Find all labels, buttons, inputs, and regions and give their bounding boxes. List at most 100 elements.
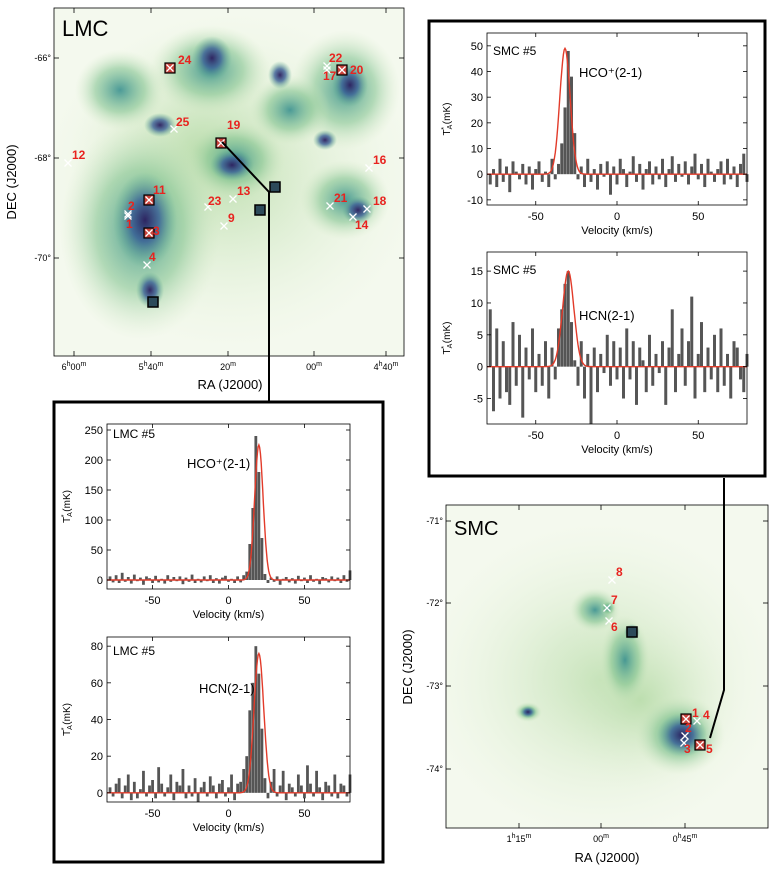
spectrum-bar: [683, 366, 687, 386]
spectrum-bar: [501, 174, 505, 182]
smc-source-7: 7: [603, 593, 618, 612]
lmc-source-12: 12: [64, 148, 86, 167]
lmc-source-marker: [143, 261, 151, 269]
spectrum-bar: [221, 780, 224, 793]
spectrum-bar: [534, 169, 538, 175]
lmc-source-23: 23: [204, 194, 222, 211]
lmc-source-marker: [323, 66, 331, 74]
spectrum-bar: [544, 171, 547, 175]
lmc-source-label: 21: [334, 191, 348, 205]
spectrum-bar: [722, 366, 726, 386]
lmc-source-marker: [229, 195, 237, 203]
spectrum-bar: [151, 580, 154, 583]
spectrum-bar: [142, 770, 145, 793]
spectrum-bar: [187, 785, 191, 793]
spectrum-bar: [108, 787, 112, 793]
spectrum-bar: [266, 580, 270, 583]
spectrum-bar: [706, 158, 710, 175]
spectrum-bar: [488, 309, 492, 367]
spectrum-bar: [163, 792, 167, 797]
spectrum-bar: [178, 576, 182, 580]
y-tick-label: 0: [477, 169, 483, 181]
spectrum-bar: [217, 783, 221, 793]
spectrum-bar: [202, 576, 206, 580]
spectrum-bar: [596, 174, 599, 190]
spectrum-bar: [117, 580, 121, 583]
lmc-source-label: 11: [153, 183, 166, 197]
spectrum-bar: [576, 366, 580, 386]
lmc-source-9: 9: [220, 211, 235, 230]
smc-map: 1h15m 00m 0h45m -71° -72° -73° -74° SMC RA (J2…: [400, 504, 769, 865]
spectrum-bar: [654, 166, 658, 175]
spectrum-bar: [511, 161, 515, 175]
lmc-source-label: 18: [373, 194, 387, 208]
smc-dec-tick-label: -74°: [426, 764, 443, 774]
spectrum-bar: [527, 166, 531, 175]
spectrum-bar: [657, 174, 661, 180]
lmc-source-marker: [145, 196, 153, 204]
spectrum-bar: [248, 710, 252, 793]
spectrum-bar: [657, 366, 661, 374]
spectrum-bar: [117, 778, 121, 793]
spectrum-bar: [687, 341, 690, 367]
y-tick-label: 0: [477, 362, 483, 374]
spectrum-bar: [644, 366, 648, 393]
spectrum-bar: [651, 174, 655, 185]
spectrum-bar: [336, 577, 340, 580]
x-tick-label: -50: [145, 595, 161, 607]
spectrum-bar: [208, 575, 212, 580]
lmc-source-marker: [170, 125, 178, 133]
smc-source-label: 4: [703, 708, 710, 722]
spectrum-bar: [284, 577, 288, 580]
smc-source-8: 8: [608, 565, 623, 584]
spectrum-bar: [638, 163, 642, 175]
x-tick-label: 0: [225, 808, 231, 820]
lmc-source-marker: [166, 64, 174, 72]
spectrum-bar: [224, 792, 227, 797]
smc-source-6: 6: [605, 617, 618, 634]
spectrum-bar: [148, 785, 151, 793]
spectrum-bar: [664, 366, 668, 405]
smc-map-frame: [445, 504, 769, 829]
lmc-ra-tick-label: 6h00m: [62, 361, 87, 372]
lmc-source-18: 18: [363, 194, 387, 213]
y-tick-label: -5: [473, 394, 483, 406]
spectrum-bar: [169, 774, 173, 793]
smc-source-2: 2: [681, 721, 692, 740]
spectrum-bar: [693, 153, 697, 175]
smc-spectra-box: [427, 19, 767, 478]
smc-ra-tick-label: 00m: [593, 833, 609, 844]
spectrum-bar: [609, 366, 612, 386]
smc-dec-tick-label: -73°: [426, 681, 443, 691]
spectrum-bar: [145, 792, 148, 797]
lmc-source-label: 9: [228, 211, 235, 225]
lmc-dec-tick-label: -66°: [34, 53, 51, 63]
y-tick-label: 20: [471, 118, 483, 130]
spectrum-bar: [260, 728, 264, 793]
spectrum-bar: [132, 574, 136, 580]
spectrum-source-label: SMC #5: [493, 263, 537, 277]
lmc-hco-spectrum: 0 50 100 150 200 250 -50 0 50 Velocity (km/s) TA* …: [61, 423, 352, 621]
spectrum-bar: [278, 580, 282, 585]
spectrum-bar: [719, 328, 723, 367]
spectrum-bar: [135, 792, 139, 799]
spectrum-bar: [281, 770, 285, 793]
spectrum-bar: [157, 767, 161, 793]
spectrum-bar: [324, 578, 328, 580]
lmc-source-4: 4: [143, 250, 156, 269]
spectrum-bar: [683, 161, 687, 175]
spectrum-bar: [547, 174, 551, 188]
spectrum-bar: [625, 328, 629, 367]
lmc-source-21: 21: [326, 191, 348, 210]
spectrum-bar: [544, 341, 547, 367]
spectrum-bar: [321, 792, 325, 801]
y-tick-label: 40: [471, 67, 483, 79]
lmc-spectra-box: [52, 400, 385, 864]
spectrum-bar: [547, 366, 551, 399]
spectrum-bar: [257, 472, 261, 580]
spectrum-bar: [275, 576, 279, 580]
spectrum-bar: [524, 174, 528, 185]
spectrum-bar: [111, 792, 115, 797]
spectrum-bar: [126, 577, 130, 580]
